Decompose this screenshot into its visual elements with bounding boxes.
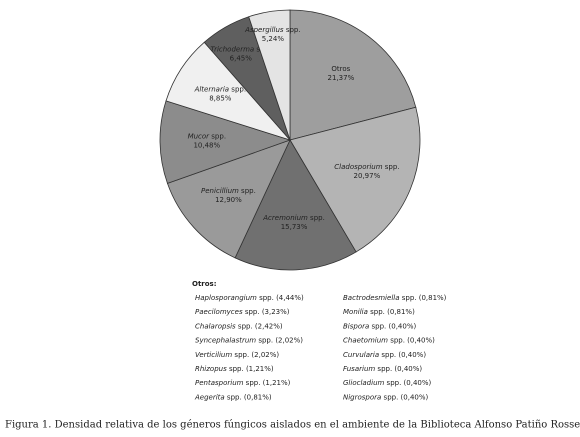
pie-slice <box>248 9 291 141</box>
others-title: Otros: <box>192 280 217 288</box>
others-item: Nigrospora spp. (0,40%) <box>343 393 429 401</box>
others-item: Bispora spp. (0,40%) <box>343 322 416 330</box>
slice-value: 10,48% <box>193 141 220 149</box>
slice-value: 15,73% <box>281 223 308 231</box>
others-item: Curvularia spp. (0,40%) <box>343 351 426 359</box>
slice-label: Aspergillus spp. <box>244 26 300 34</box>
others-item: Fusarium spp. (0,40%) <box>343 365 422 373</box>
others-item: Monilia spp. (0,81%) <box>343 308 415 316</box>
caption: Figura 1. Densidad relativa de los géner… <box>5 420 580 431</box>
others-item: Syncephalastrum spp. (2,02%) <box>195 337 303 345</box>
others-item: Chalaropsis spp. (2,42%) <box>195 322 283 330</box>
others-item: Bactrodesmiella spp. (0,81%) <box>343 294 447 302</box>
slice-label: Cladosporium spp. <box>334 163 399 171</box>
others-item: Chaetomium spp. (0,40%) <box>343 337 435 345</box>
pie-slice <box>159 100 292 184</box>
slice-value: 5,24% <box>262 35 285 43</box>
others-item: Paecilomyces spp. (3,23%) <box>195 308 290 316</box>
pie-slice <box>166 139 291 259</box>
slice-label: Alternaria spp. <box>194 86 247 94</box>
pie-slice <box>289 106 421 253</box>
others-item: Gliocladium spp. (0,40%) <box>343 379 432 387</box>
slice-value: 20,97% <box>354 172 381 180</box>
slice-label: Penicillium spp. <box>201 187 256 195</box>
others-item: Verticilium spp. (2,02%) <box>195 351 279 359</box>
slice-label: Acremonium spp. <box>262 214 325 222</box>
slice-label: Mucor spp. <box>188 132 226 140</box>
slice-value: 21,37% <box>328 74 355 82</box>
slice-value: 12,90% <box>215 196 242 204</box>
others-item: Haplosporangium spp. (4,44%) <box>195 294 304 302</box>
slice-value: 6,45% <box>230 54 253 62</box>
slice-label: Trichoderma spp. <box>210 45 271 53</box>
others-item: Aegerita spp. (0,81%) <box>194 393 272 401</box>
pie-slice <box>289 9 417 141</box>
others-item: Pentasporium spp. (1,21%) <box>195 379 291 387</box>
slice-label: Otros <box>331 65 350 73</box>
pie-slice <box>234 139 357 271</box>
others-item: Rhizopus spp. (1,21%) <box>195 365 274 373</box>
slice-value: 8,85% <box>209 95 232 103</box>
